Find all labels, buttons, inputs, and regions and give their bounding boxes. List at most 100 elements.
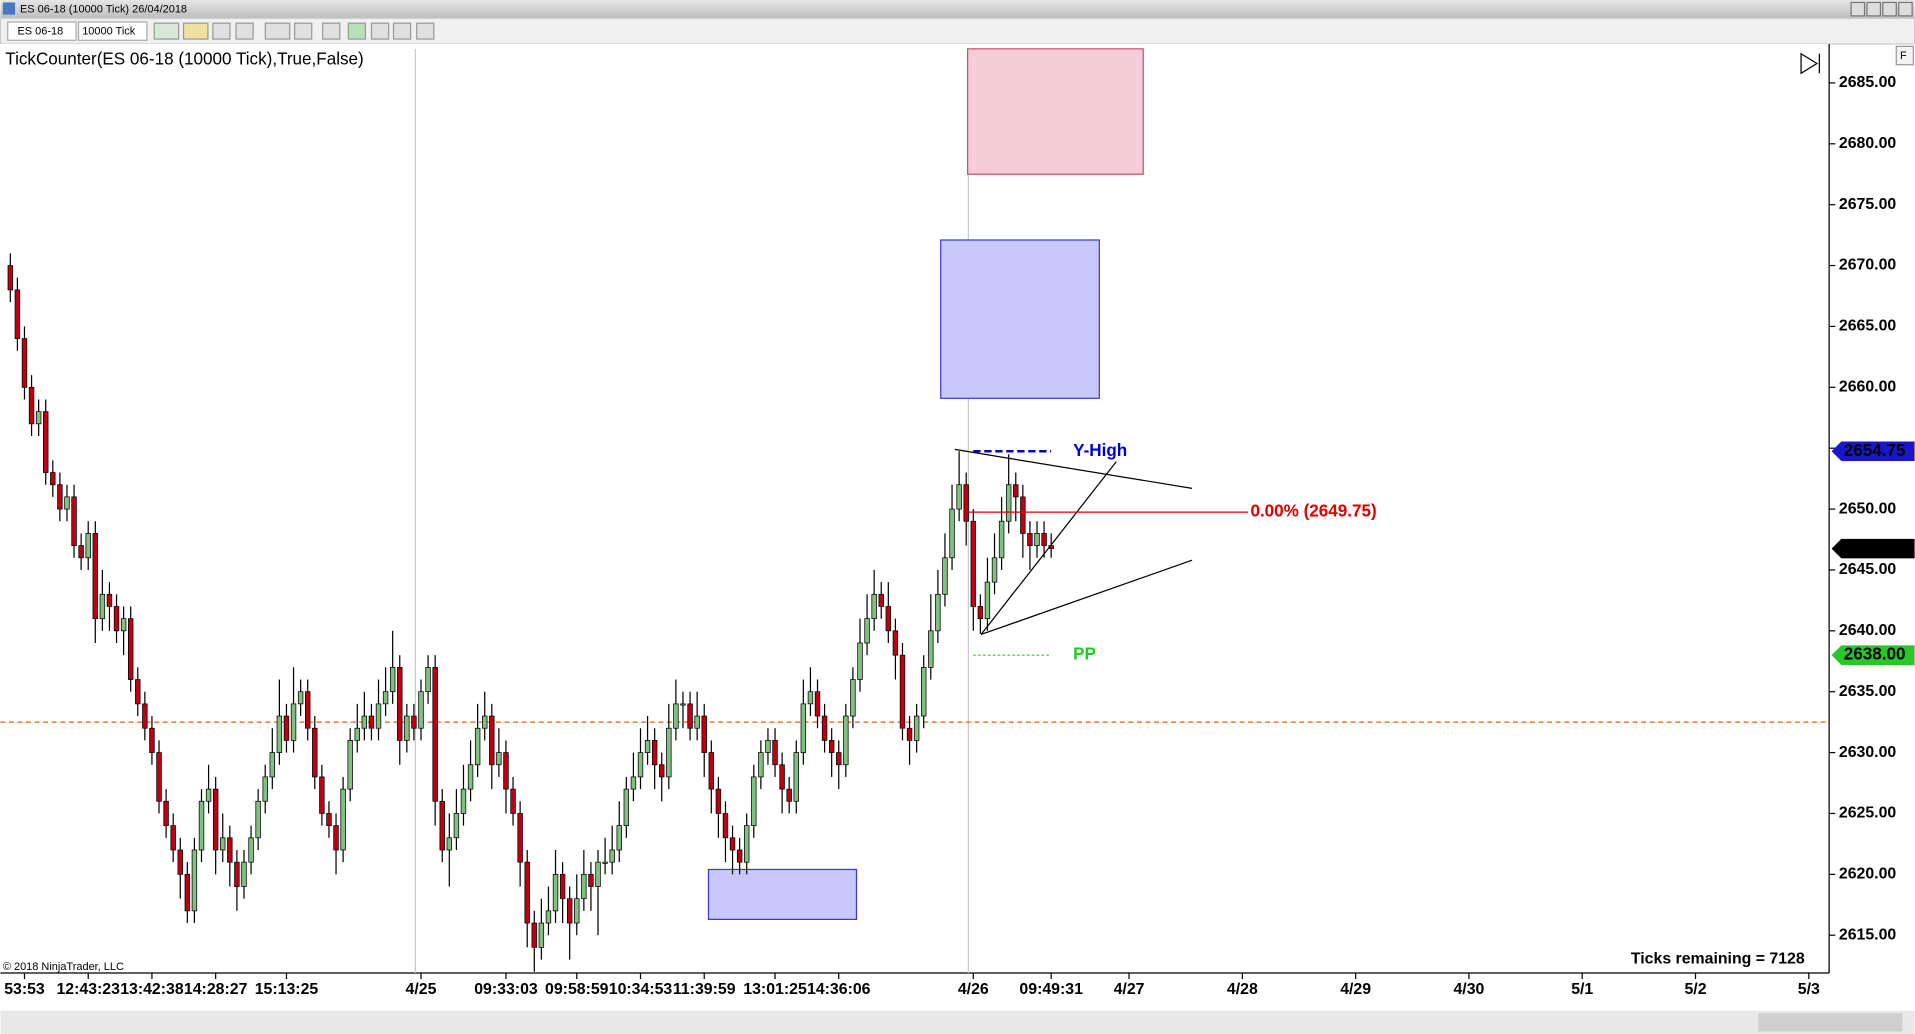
panel-button[interactable] xyxy=(1895,45,1914,66)
candle-body xyxy=(35,411,42,425)
tool-button[interactable] xyxy=(235,22,254,40)
y-tick-label: 2670.00 xyxy=(1839,257,1897,274)
close-button[interactable] xyxy=(1898,1,1913,17)
candle-body xyxy=(758,752,764,778)
candle-body xyxy=(595,861,601,887)
x-tick-label: 13:01:25 xyxy=(743,981,807,998)
data-box-button[interactable] xyxy=(416,22,435,40)
template-button[interactable] xyxy=(392,22,412,40)
pointer-button[interactable] xyxy=(264,22,291,40)
chart: 2615.00 2620.00 2625.00 2630.00 2635.00 2640.… xyxy=(0,48,1915,998)
candle-body xyxy=(453,813,460,839)
candle-body xyxy=(814,691,821,717)
candle-body xyxy=(878,593,884,607)
candle-body xyxy=(1005,484,1012,522)
candle-body xyxy=(807,691,814,705)
candle-body xyxy=(864,618,870,644)
candle-body xyxy=(482,715,488,729)
candle-body xyxy=(255,800,261,839)
x-tick-label: 4/29 xyxy=(1340,981,1371,998)
candle-body xyxy=(389,666,396,693)
maximize-button[interactable] xyxy=(1882,1,1897,17)
candle-body xyxy=(892,630,899,656)
price-marker-label: 2638.00 xyxy=(1844,645,1906,664)
period-select[interactable] xyxy=(77,21,148,41)
window-buttons[interactable] xyxy=(1850,1,1913,17)
x-tick-label: 09:49:31 xyxy=(1019,981,1083,998)
scroll-end-button[interactable] xyxy=(1800,52,1820,75)
indicators-button[interactable] xyxy=(347,22,367,40)
x-tick-label: 09:58:59 xyxy=(545,981,609,998)
x-tick-label: 4/28 xyxy=(1227,981,1258,998)
x-tick-label: 14:36:06 xyxy=(807,981,871,998)
y-tick-label: 2635.00 xyxy=(1839,683,1897,700)
candle-body xyxy=(984,581,991,620)
candle-body xyxy=(715,788,722,814)
x-tick-label: 12:43:23 xyxy=(56,981,120,998)
candle-body xyxy=(871,593,877,620)
candle-body xyxy=(559,873,566,900)
price-marker-label: 2654.75 xyxy=(1844,441,1906,460)
properties-button[interactable] xyxy=(322,22,341,40)
chart-style-button[interactable] xyxy=(153,22,180,40)
candle-body xyxy=(191,849,198,912)
instrument-select[interactable] xyxy=(7,21,77,41)
candle-body xyxy=(149,727,155,753)
level-label: Y-High xyxy=(1073,441,1127,460)
candle-body xyxy=(326,813,332,827)
y-tick-label: 2645.00 xyxy=(1839,561,1897,578)
candle-body xyxy=(368,715,375,729)
candle-body xyxy=(446,837,453,851)
y-tick-label: 2665.00 xyxy=(1839,318,1897,335)
candle-body xyxy=(135,679,141,705)
copyright: © 2018 NinjaTrader, LLC xyxy=(3,961,124,973)
zone xyxy=(967,48,1144,175)
y-tick-label: 2685.00 xyxy=(1839,74,1897,91)
level-label: 0.00% (2649.75) xyxy=(1250,502,1376,521)
candle-body xyxy=(432,666,438,802)
candle-body xyxy=(524,861,530,924)
ticks-remaining: Ticks remaining = 7128 xyxy=(1631,951,1805,968)
candle-body xyxy=(779,764,785,790)
window-title: ES 06-18 (10000 Tick) 26/04/2018 xyxy=(20,4,187,16)
price-marker xyxy=(1831,538,1915,559)
candle-body xyxy=(439,800,445,851)
zoom-button[interactable] xyxy=(294,22,313,40)
restore-button[interactable] xyxy=(1866,1,1882,17)
y-tick-label: 2615.00 xyxy=(1839,926,1897,943)
minimize-button[interactable] xyxy=(1850,1,1866,17)
tool-button[interactable] xyxy=(212,22,231,40)
candle-body xyxy=(248,837,254,863)
candle-body xyxy=(800,703,807,753)
candle-body xyxy=(708,752,715,790)
candle-body xyxy=(963,484,969,522)
candle-body xyxy=(467,764,474,790)
x-tick-label: 5/1 xyxy=(1571,981,1593,998)
candle-body xyxy=(269,752,276,778)
candle-body xyxy=(1034,533,1040,546)
y-tick-label: 2625.00 xyxy=(1839,805,1897,822)
candle-body xyxy=(913,715,920,741)
candle-body xyxy=(205,788,212,802)
x-tick-label: 4/25 xyxy=(406,981,437,998)
y-tick-label: 2660.00 xyxy=(1839,379,1897,396)
title-bar xyxy=(0,0,1915,19)
scrollbar[interactable] xyxy=(0,1010,1915,1034)
candle-body xyxy=(361,715,368,729)
y-tick-label: 2620.00 xyxy=(1839,866,1897,883)
y-tick-label: 2630.00 xyxy=(1839,744,1897,761)
strategies-button[interactable] xyxy=(370,22,390,40)
candle-body xyxy=(843,715,849,766)
x-tick-label: 11:39:59 xyxy=(673,981,736,998)
candle-body xyxy=(651,740,658,766)
candle-body xyxy=(43,411,49,473)
candle-body xyxy=(290,703,297,741)
candle-body xyxy=(418,691,424,729)
draw-button[interactable] xyxy=(182,22,209,40)
candle-body xyxy=(340,788,346,851)
zone xyxy=(940,239,1100,399)
candle-body xyxy=(78,545,84,559)
trend-line xyxy=(980,559,1193,636)
scroll-thumb[interactable] xyxy=(1758,1013,1903,1032)
candle-body xyxy=(85,533,91,559)
